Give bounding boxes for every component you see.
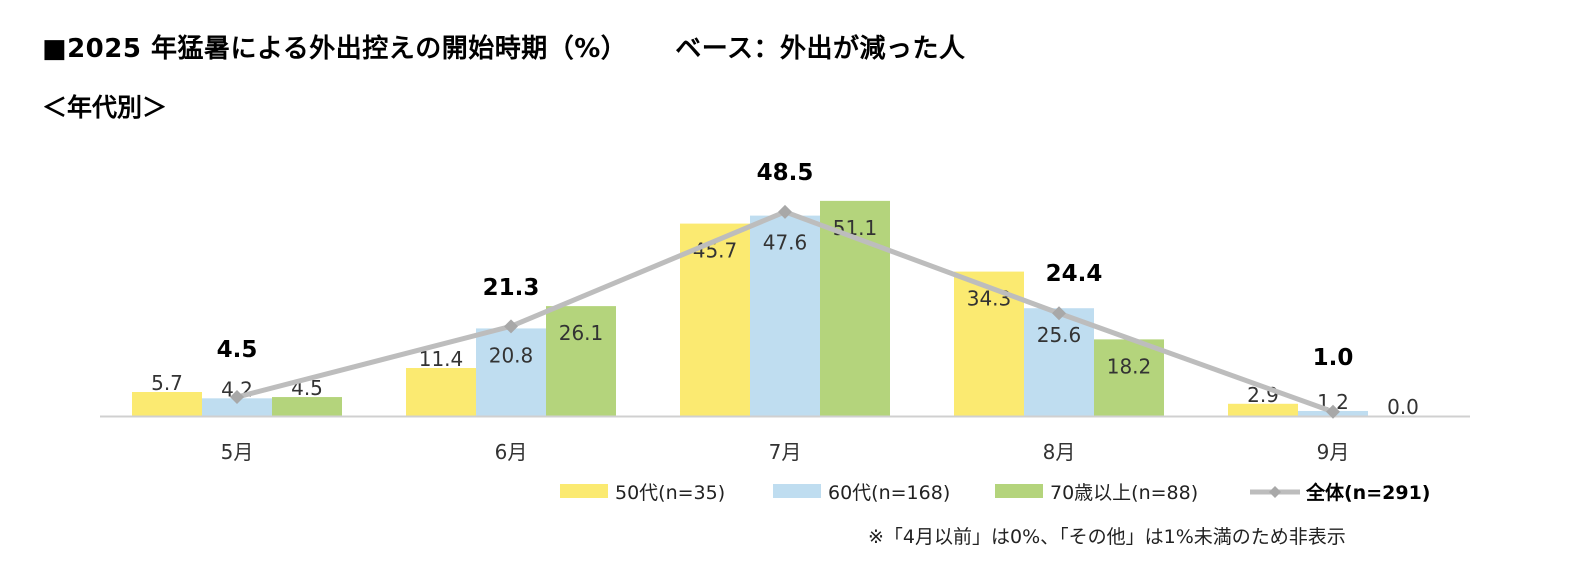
total-marker-1 xyxy=(230,390,244,405)
base-label: ベース：外出が減った人 xyxy=(675,34,966,64)
bar-label-2-4: 25.6 xyxy=(1037,323,1082,347)
bar-1-2 xyxy=(406,368,476,416)
chart-title-text: ■2025 年猛暑による外出控えの開始時期（%） xyxy=(42,34,628,64)
bar-3-1 xyxy=(272,397,342,416)
bar-2-3 xyxy=(750,215,820,416)
total-marker-3 xyxy=(778,204,792,219)
legend-70plus-label: 70歳以上(n=88) xyxy=(1050,482,1198,504)
x-tick-label-3: 7月 xyxy=(769,440,802,464)
footnote: ※「4月以前」は0%、「その他」は1%未満のため非表示 xyxy=(868,526,1346,548)
bar-1-3 xyxy=(680,223,750,416)
bar-label-3-4: 18.2 xyxy=(1107,354,1152,378)
legend-50s-swatch xyxy=(560,484,608,498)
x-tick-label-4: 8月 xyxy=(1043,440,1076,464)
total-label-1: 4.5 xyxy=(217,337,258,363)
chart-title: ■2025 年猛暑による外出控えの開始時期（%） ベース：外出が減った人 xyxy=(42,28,965,65)
bar-label-3-5: 0.0 xyxy=(1387,395,1419,419)
legend-total-marker xyxy=(1269,486,1281,498)
total-label-5: 1.0 xyxy=(1313,345,1354,371)
legend-total-label: 全体(n=291) xyxy=(1305,481,1430,504)
bar-2-1 xyxy=(202,398,272,416)
legend-60s-swatch xyxy=(773,484,821,498)
bar-2-2 xyxy=(476,328,546,416)
total-marker-4 xyxy=(1052,306,1066,321)
legend-50s-label: 50代(n=35) xyxy=(615,482,725,504)
bar-3-2 xyxy=(546,306,616,416)
legend-70plus-swatch xyxy=(995,484,1043,498)
bar-label-2-3: 47.6 xyxy=(763,231,808,255)
total-marker-5 xyxy=(1326,404,1340,419)
x-tick-label-5: 9月 xyxy=(1317,440,1350,464)
legend-60s-label: 60代(n=168) xyxy=(828,482,950,504)
chart-subtitle: ＜年代別＞ xyxy=(42,93,168,122)
bar-1-1 xyxy=(132,392,202,416)
bar-label-1-1: 5.7 xyxy=(151,371,183,395)
bar-label-1-4: 34.3 xyxy=(967,287,1012,311)
total-marker-2 xyxy=(504,319,518,334)
bar-2-4 xyxy=(1024,308,1094,416)
x-tick-label-1: 5月 xyxy=(221,440,254,464)
total-label-2: 21.3 xyxy=(483,275,540,301)
bar-3-4 xyxy=(1094,339,1164,416)
bar-label-2-2: 20.8 xyxy=(489,343,534,367)
bar-1-5 xyxy=(1228,403,1298,416)
total-label-4: 24.4 xyxy=(1046,261,1103,287)
total-label-3: 48.5 xyxy=(757,160,814,186)
bar-label-3-2: 26.1 xyxy=(559,321,604,345)
bar-label-1-2: 11.4 xyxy=(419,347,464,371)
x-tick-label-2: 6月 xyxy=(495,440,528,464)
